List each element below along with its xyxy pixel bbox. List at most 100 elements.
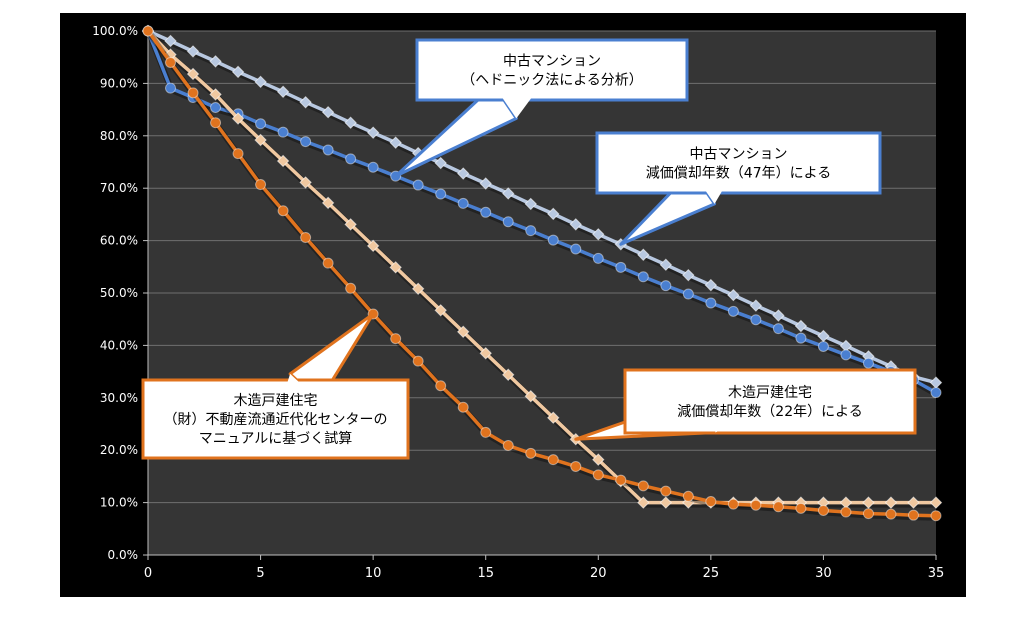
data-point xyxy=(615,261,627,273)
callout-text-line: マニュアルに基づく試算 xyxy=(199,430,353,447)
data-point xyxy=(682,490,694,502)
data-point xyxy=(142,25,154,37)
data-point xyxy=(682,268,695,282)
callout-text-line: 木造戸建住宅 xyxy=(234,393,318,409)
data-point xyxy=(209,88,222,101)
callout-pointer-fill xyxy=(275,373,320,419)
callout-pointer-fill xyxy=(707,393,770,433)
data-point xyxy=(929,496,943,509)
x-tick-label: 25 xyxy=(703,566,720,581)
data-point xyxy=(480,426,492,438)
y-tick-label: 0.0% xyxy=(108,548,139,562)
data-point xyxy=(547,454,559,466)
x-tick-label: 20 xyxy=(590,566,607,581)
callout-text-line: 減価償却年数（47年）による xyxy=(646,165,831,182)
data-point xyxy=(254,133,267,147)
depreciation-line-chart: 0.0% 10.0% 20.0% 30.0% 40.0% 50.0% 60.0% 70.0% 8… xyxy=(60,13,966,597)
data-point xyxy=(524,197,537,211)
callout-pointer-fill xyxy=(691,163,739,204)
data-point xyxy=(750,314,762,326)
data-point xyxy=(525,225,537,237)
data-point xyxy=(165,82,177,94)
x-axis-tick-labels: 0 5 10 15 20 25 30 35 xyxy=(144,566,944,581)
data-point xyxy=(704,278,718,292)
data-point xyxy=(592,228,605,241)
data-point xyxy=(705,496,717,508)
data-point xyxy=(435,380,447,392)
series-3 xyxy=(141,24,943,509)
data-point xyxy=(840,349,852,361)
data-point xyxy=(412,355,424,367)
callout-text-line: 減価償却年数（22年）による xyxy=(677,403,862,420)
data-point xyxy=(659,496,673,509)
y-tick-label: 80.0% xyxy=(100,129,138,143)
data-point xyxy=(772,501,784,513)
y-tick-label: 10.0% xyxy=(100,496,138,510)
data-point xyxy=(277,126,289,138)
data-point xyxy=(930,510,942,522)
data-point xyxy=(186,45,200,58)
data-point xyxy=(884,496,898,509)
data-point xyxy=(435,188,447,200)
data-point xyxy=(299,96,312,109)
data-point xyxy=(210,117,222,129)
data-point xyxy=(456,167,470,180)
callout-text-line: 木造戸建住宅 xyxy=(728,385,812,401)
data-point xyxy=(366,126,380,139)
callout-1: 中古マンション （ヘドニック法による分析） xyxy=(394,38,689,178)
data-point xyxy=(164,34,177,48)
data-point xyxy=(457,401,469,413)
data-point xyxy=(907,496,920,509)
data-point xyxy=(231,65,245,79)
y-tick-label: 90.0% xyxy=(100,76,138,90)
data-point xyxy=(862,508,874,520)
data-point xyxy=(727,498,739,510)
data-point xyxy=(682,288,694,300)
data-point xyxy=(321,196,335,210)
data-point xyxy=(502,368,515,381)
x-tick-label: 5 xyxy=(256,566,264,581)
data-point xyxy=(592,453,605,466)
data-point xyxy=(817,504,829,516)
series-4 xyxy=(142,25,942,522)
data-point xyxy=(411,282,425,296)
data-point xyxy=(255,118,267,130)
data-point xyxy=(299,176,312,189)
y-axis-tick-labels: 0.0% 10.0% 20.0% 30.0% 40.0% 50.0% 60.0% 70.0% 8… xyxy=(92,24,138,562)
data-point xyxy=(547,234,559,246)
data-point xyxy=(637,496,650,509)
data-point xyxy=(209,55,222,68)
data-point xyxy=(186,67,200,81)
data-point xyxy=(570,460,582,472)
x-tick-label: 15 xyxy=(477,566,494,581)
series-1 xyxy=(141,24,943,389)
data-point xyxy=(322,144,334,156)
data-point xyxy=(502,216,514,228)
data-point xyxy=(502,187,515,200)
data-point xyxy=(750,499,762,511)
data-point xyxy=(479,347,492,360)
data-point xyxy=(367,161,379,173)
data-point xyxy=(344,218,357,231)
data-point xyxy=(255,179,267,191)
callout-pointer-fill xyxy=(493,70,552,119)
data-point xyxy=(322,257,334,269)
data-point xyxy=(885,508,897,520)
data-point xyxy=(231,112,245,125)
data-point xyxy=(232,148,244,160)
data-point xyxy=(366,239,380,253)
y-tick-label: 100.0% xyxy=(92,24,138,38)
data-point xyxy=(705,297,717,309)
data-point xyxy=(840,506,852,518)
y-tick-label: 50.0% xyxy=(100,286,138,300)
data-point xyxy=(749,299,763,312)
data-point xyxy=(479,177,492,190)
data-point xyxy=(772,309,785,322)
data-point xyxy=(434,156,447,170)
data-point xyxy=(525,447,537,459)
x-tick-label: 30 xyxy=(815,566,832,581)
data-point xyxy=(570,243,582,255)
x-tick-label: 35 xyxy=(928,566,945,581)
